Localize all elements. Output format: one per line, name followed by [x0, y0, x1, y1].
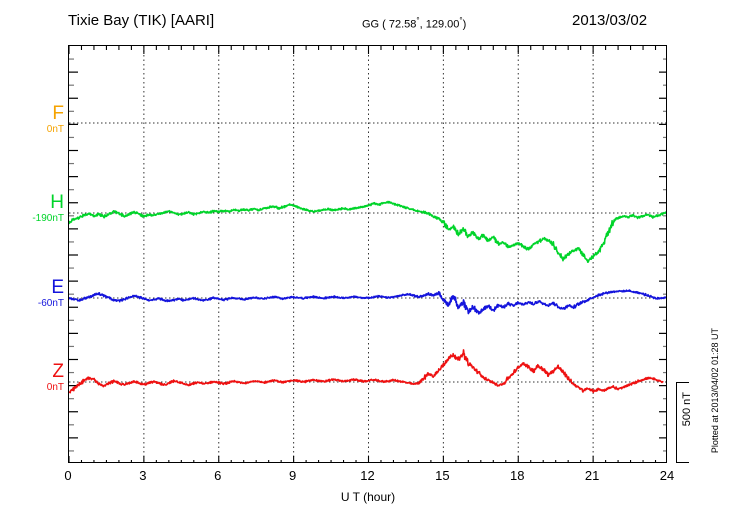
- trace-e: [69, 289, 666, 315]
- x-tick-label-3: 3: [139, 468, 147, 483]
- component-value-z: 0nT: [46, 382, 64, 393]
- trace-z: [69, 349, 664, 394]
- scale-bar: [676, 382, 689, 463]
- plotted-at-timestamp: Plotted at 2013/04/02 01:28 UT: [710, 328, 720, 454]
- component-value-e: -60nT: [37, 298, 64, 309]
- component-label-h: H -190nT: [14, 193, 64, 225]
- x-axis-title: U T (hour): [340, 490, 396, 504]
- component-value-f: 0nT: [46, 124, 64, 135]
- component-label-z: Z 0nT: [14, 362, 64, 394]
- x-tick-label-18: 18: [510, 468, 525, 483]
- component-label-e: E -60nT: [14, 278, 64, 310]
- station-title: Tixie Bay (TIK) [AARI]: [68, 12, 215, 29]
- component-label-f: F 0nT: [14, 104, 64, 136]
- geo-close-paren: ): [462, 18, 467, 31]
- geo-latitude-text: GG ( 72.58: [362, 18, 417, 31]
- scale-bar-label: 500 nT: [681, 392, 693, 427]
- x-tick-label-0: 0: [64, 468, 72, 483]
- x-tick-label-12: 12: [360, 468, 375, 483]
- plot-canvas: [69, 46, 666, 462]
- degree-symbol-longitude: °: [459, 16, 463, 25]
- geo-longitude-text: , 129.00: [419, 18, 460, 31]
- x-tick-label-15: 15: [435, 468, 450, 483]
- magnetogram-plot-area: [68, 45, 667, 463]
- geographic-coordinates: GG ( 72.58°, 129.00°): [362, 16, 466, 31]
- observation-date: 2013/03/02: [572, 12, 648, 29]
- x-tick-label-9: 9: [289, 468, 297, 483]
- component-symbol-z: Z: [52, 361, 64, 382]
- component-value-h: -190nT: [32, 213, 64, 224]
- x-tick-label-6: 6: [214, 468, 222, 483]
- x-tick-label-24: 24: [659, 468, 675, 483]
- x-tick-label-21: 21: [584, 468, 600, 483]
- degree-symbol-latitude: °: [416, 16, 420, 25]
- magnetogram-svg: [69, 46, 666, 462]
- component-symbol-e: E: [51, 277, 64, 298]
- trace-h: [69, 200, 666, 263]
- component-symbol-f: F: [52, 103, 64, 124]
- component-symbol-h: H: [50, 192, 64, 213]
